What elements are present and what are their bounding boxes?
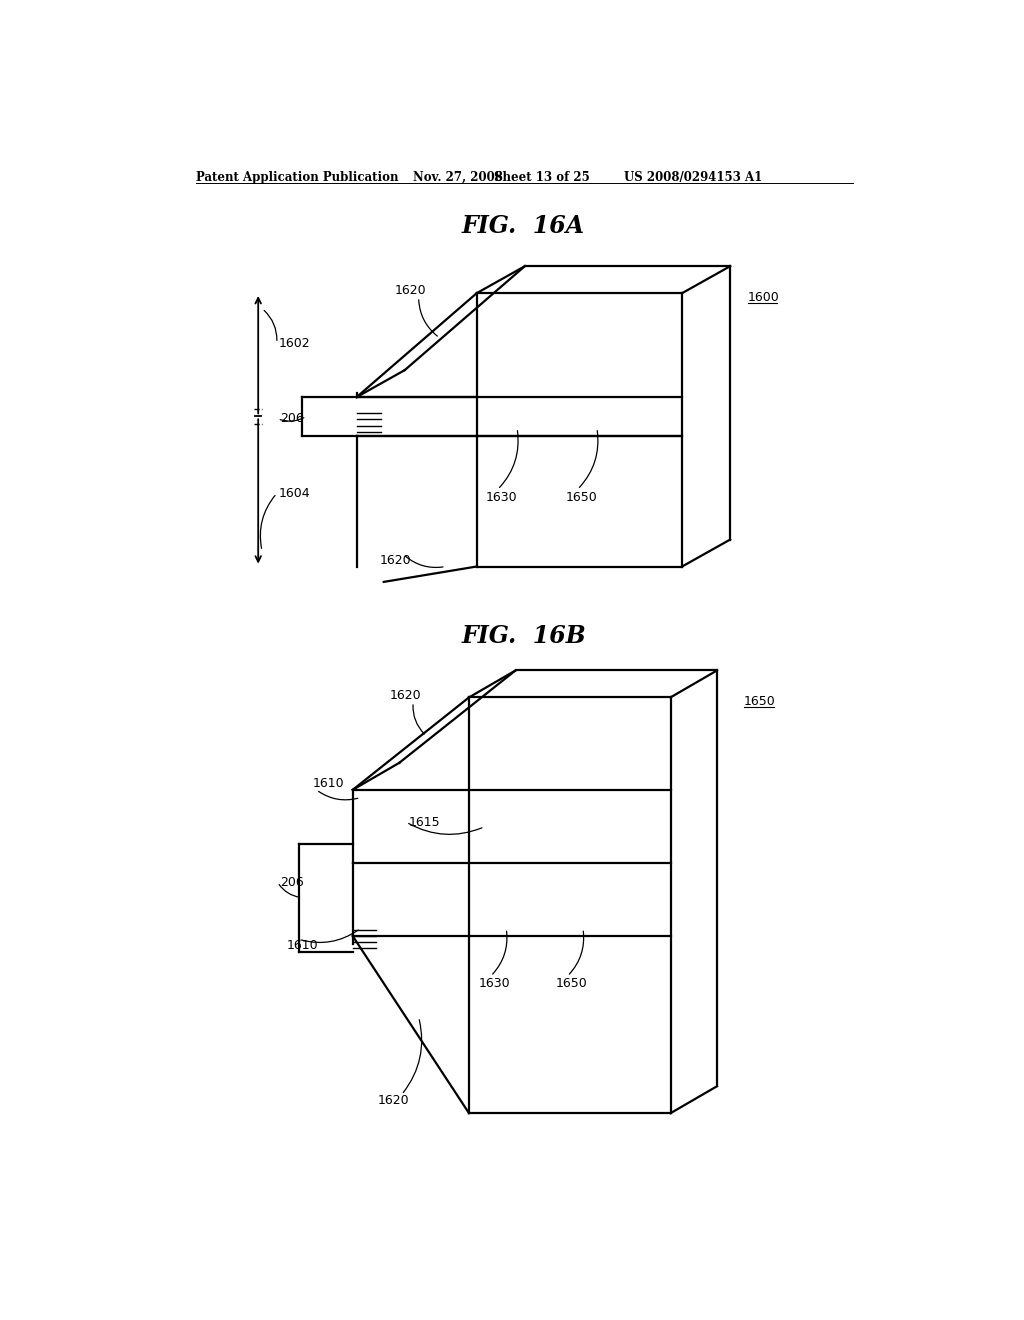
Text: 1604: 1604 [280, 487, 310, 500]
Text: Nov. 27, 2008: Nov. 27, 2008 [414, 172, 503, 185]
Text: 1610: 1610 [312, 777, 344, 791]
Text: 206: 206 [280, 412, 304, 425]
Text: 1615: 1615 [409, 816, 440, 829]
Text: FIG.  16A: FIG. 16A [461, 214, 585, 238]
Text: Sheet 13 of 25: Sheet 13 of 25 [494, 172, 590, 185]
Text: 1620: 1620 [390, 689, 421, 702]
Text: 1630: 1630 [479, 977, 511, 990]
Text: 1610: 1610 [287, 939, 318, 952]
Text: Patent Application Publication: Patent Application Publication [197, 172, 398, 185]
Text: 1602: 1602 [280, 337, 310, 350]
Text: 1620: 1620 [378, 1094, 410, 1107]
Text: 1620: 1620 [395, 284, 427, 297]
Text: 1630: 1630 [486, 491, 518, 504]
Text: 1600: 1600 [748, 290, 779, 304]
Text: 1650: 1650 [744, 694, 776, 708]
Text: FIG.  16B: FIG. 16B [461, 624, 586, 648]
Text: 1620: 1620 [380, 554, 412, 566]
Text: 206: 206 [280, 875, 304, 888]
Text: 1650: 1650 [556, 977, 588, 990]
Text: 1650: 1650 [566, 491, 598, 504]
Text: US 2008/0294153 A1: US 2008/0294153 A1 [624, 172, 762, 185]
